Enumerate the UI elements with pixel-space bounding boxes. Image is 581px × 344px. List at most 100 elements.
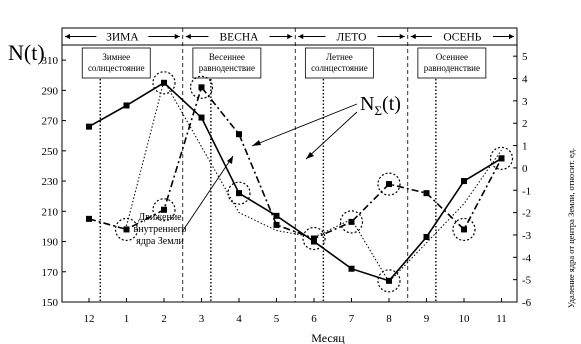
y2-axis-label: Удаление ядра от центра Земли, относит. … (566, 148, 576, 308)
data-point (198, 114, 205, 121)
event-label: Осеннее (436, 52, 468, 62)
n-sigma-label: NΣ(t) (360, 93, 401, 118)
y2-tick-label: -3 (522, 230, 532, 242)
pointer-line (251, 103, 358, 147)
season-label: ВЕСНА (220, 32, 260, 44)
event-label: Зимнее (102, 52, 130, 62)
data-point (311, 238, 317, 245)
y2-tick-label: 3 (522, 96, 528, 108)
season-arrowhead-right (174, 33, 180, 40)
x-tick-label: 4 (236, 313, 242, 325)
event-box (417, 47, 487, 79)
data-point (498, 155, 505, 162)
event-box (304, 47, 374, 79)
season-label: ЗИМА (106, 32, 139, 44)
data-point (386, 277, 392, 284)
pointer-line (305, 111, 358, 160)
highlight-circle (489, 146, 514, 170)
y2-tick-label: 5 (522, 51, 528, 63)
data-point (273, 212, 280, 219)
y-tick-label: 150 (42, 297, 59, 309)
data-point (348, 218, 355, 225)
x-axis-label: Месяц (311, 331, 345, 344)
highlight-circle (227, 181, 251, 205)
data-point (123, 226, 130, 233)
highlight-circles (114, 71, 514, 293)
highlight-circle (377, 269, 401, 293)
highlight-circle (452, 217, 476, 242)
core-motion-label: ядра Земли (136, 236, 184, 247)
y-tick-label: 210 (42, 206, 59, 218)
y-tick-label: 270 (42, 116, 59, 128)
series (86, 79, 505, 284)
highlight-circle (302, 226, 326, 251)
y2-tick-label: -5 (522, 275, 532, 287)
season-arrowhead-right (287, 33, 293, 40)
data-point (198, 84, 205, 91)
highlight-circle (339, 210, 364, 234)
pointer-line (181, 155, 234, 233)
x-tick-label: 11 (496, 313, 507, 325)
x-tick-label: 3 (199, 313, 205, 325)
plot-frame (61, 27, 518, 303)
series-line (126, 79, 502, 283)
y2-tick-label: -6 (522, 297, 532, 309)
x-tick-label: 8 (386, 313, 392, 325)
x-tick-label: 12 (84, 313, 95, 325)
season-arrowhead-right (509, 33, 514, 40)
core-motion-label: внутреннего (134, 224, 187, 235)
plot-border (61, 27, 518, 303)
data-point (461, 226, 467, 233)
y2-tick-label: -1 (522, 185, 531, 197)
event-label: равноденствие (199, 63, 255, 73)
pointer-arrowhead (306, 152, 314, 159)
y2-tick-label: 0 (522, 163, 528, 175)
data-point (311, 235, 317, 242)
x-tick-label: 10 (459, 313, 471, 325)
event-label: равноденствие (424, 63, 480, 73)
x-axis: 12 1 2 3 4 5 6 7 8 9 10 11 (84, 298, 507, 325)
y2-tick-label: -4 (522, 252, 532, 264)
data-point (386, 181, 392, 188)
data-point (236, 190, 242, 197)
event-box (81, 47, 151, 79)
y-axis-label: N(t) (8, 40, 45, 65)
data-point (86, 215, 92, 222)
y-axis-right: -6 -5 -4 -3 -2 -1 0 1 2 3 4 5 (513, 51, 532, 309)
season-arrowhead-right (399, 33, 405, 40)
highlight-circle (152, 198, 176, 222)
y-tick-label: 310 (42, 55, 59, 67)
event-box (192, 47, 262, 79)
season-arrowhead-left (410, 33, 416, 40)
y2-tick-label: 2 (522, 118, 528, 130)
season-arrowhead-left (65, 33, 70, 40)
y2-tick-label: 1 (522, 141, 528, 153)
data-point (161, 206, 167, 213)
y-tick-label: 170 (42, 267, 59, 279)
events: ЗимнеесолнцестояниеВесеннееравноденствие… (81, 47, 487, 302)
y2-tick-label: -2 (522, 208, 531, 220)
season-header: ЗИМА ВЕСНА ЛЕТО ОСЕНЬ (65, 32, 514, 44)
y-tick-label: 190 (42, 237, 59, 249)
x-tick-label: 5 (274, 313, 280, 325)
season-arrowhead-left (298, 33, 304, 40)
pointer-arrowhead (227, 156, 233, 164)
highlight-circle (114, 217, 139, 242)
data-point (86, 123, 92, 130)
y-axis-left: 150 170 190 210 230 250 270 290 310 (42, 55, 66, 309)
event-label: Летнее (326, 52, 353, 62)
y2-tick-label: 4 (522, 74, 528, 86)
highlight-circle (189, 75, 214, 99)
data-point (423, 233, 430, 240)
y-tick-label: 230 (42, 176, 59, 188)
season-arrowhead-left (185, 33, 191, 40)
event-label: солнцестояние (88, 63, 145, 73)
data-point (123, 102, 130, 109)
highlight-circle (152, 71, 176, 95)
series-line (88, 81, 502, 282)
pointer-arrowhead (252, 140, 261, 146)
season-label: ОСЕНЬ (443, 32, 481, 44)
highlight-circle (377, 172, 401, 196)
